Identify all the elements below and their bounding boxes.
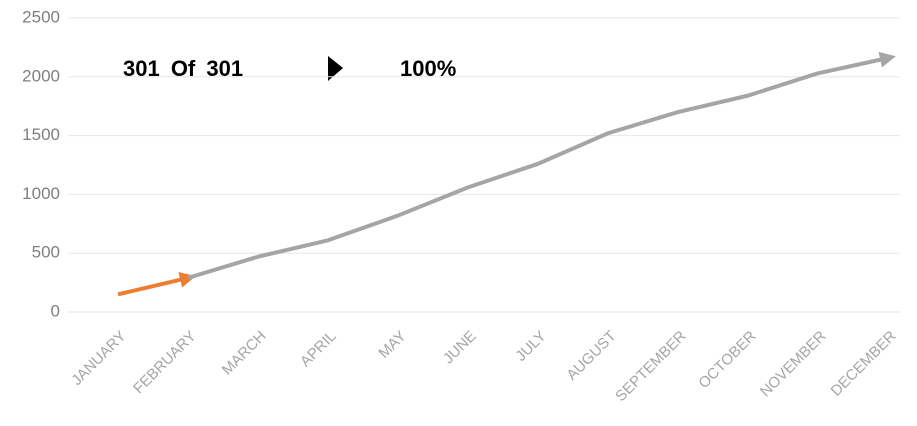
y-tick-label: 1500 xyxy=(22,125,60,144)
x-tick-label: NOVEMBER xyxy=(757,328,830,401)
line xyxy=(187,51,896,280)
x-tick-label: JUNE xyxy=(440,328,480,368)
x-tick-label: FEBRUARY xyxy=(130,328,200,398)
x-tick-label: APRIL xyxy=(297,328,340,371)
y-tick-label: 1000 xyxy=(22,184,60,203)
play-icon xyxy=(328,56,343,81)
y-tick-label: 2500 xyxy=(22,7,60,26)
x-tick-label: SEPTEMBER xyxy=(612,328,690,406)
x-tick-label: MARCH xyxy=(219,328,270,379)
x-tick-label: DECEMBER xyxy=(827,327,899,399)
y-tick-label: 0 xyxy=(51,301,60,320)
x-tick-label: JULY xyxy=(512,328,549,365)
x-tick-label: JANUARY xyxy=(68,328,129,389)
x-tick-label: OCTOBER xyxy=(695,327,759,391)
x-tick-label: MAY xyxy=(375,328,409,362)
y-tick-label: 2000 xyxy=(22,66,60,85)
y-tick-label: 500 xyxy=(32,243,60,262)
x-tick-label: AUGUST xyxy=(563,328,619,384)
line xyxy=(117,271,196,297)
